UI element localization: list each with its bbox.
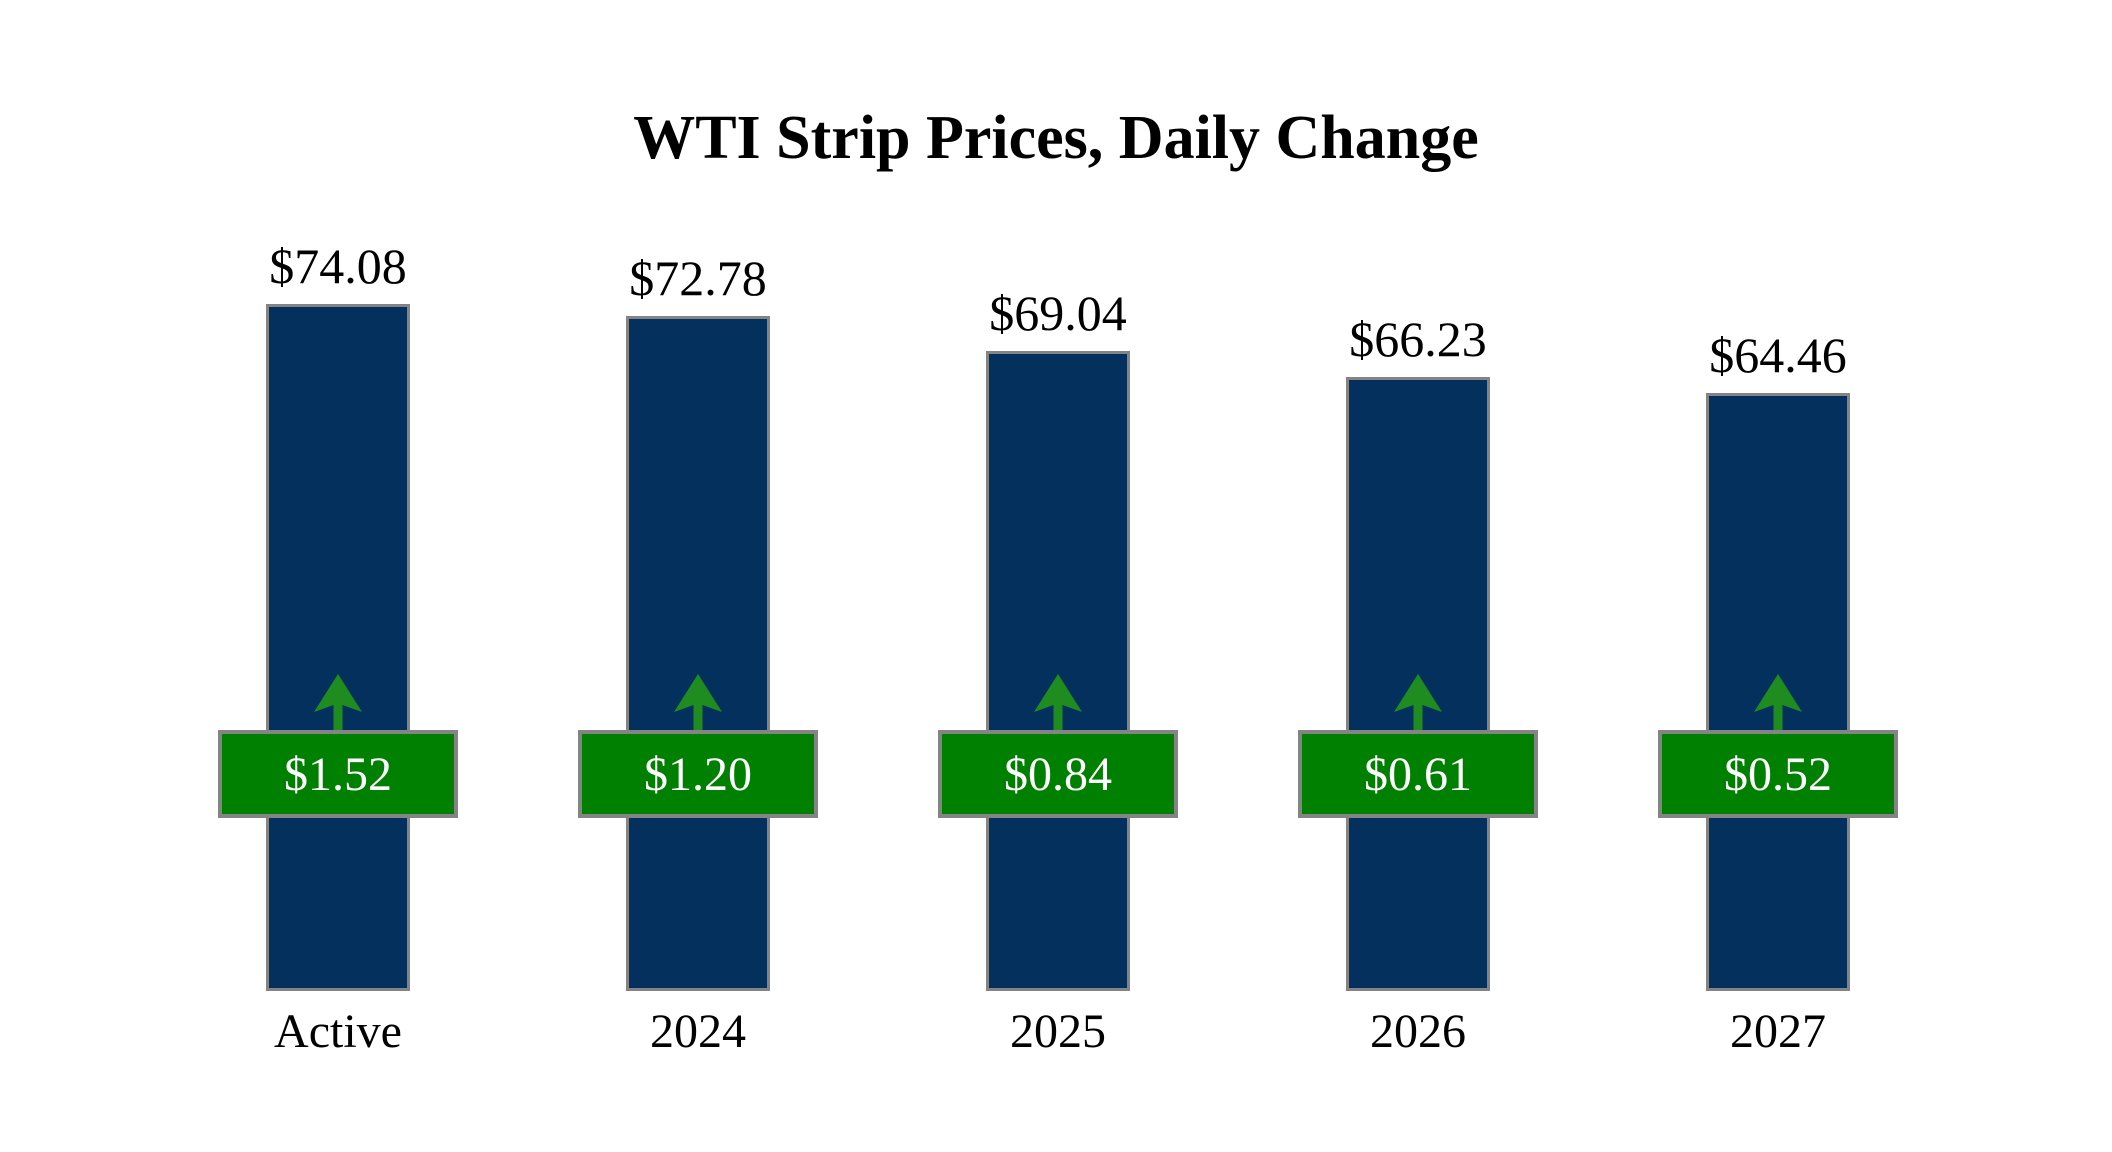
category-label: 2026 [1370,1005,1466,1058]
category-label: Active [274,1005,402,1058]
price-bar [1346,377,1490,991]
change-label: $1.52 [284,747,392,801]
change-badge: $0.61 [1298,730,1538,818]
price-label: $66.23 [1349,311,1487,368]
change-label: $0.84 [1004,747,1112,801]
arrow-up-icon [1034,674,1082,736]
chart-title: WTI Strip Prices, Daily Change [633,104,1479,172]
change-label: $0.61 [1364,747,1472,801]
change-badge: $0.52 [1658,730,1898,818]
change-badge: $1.52 [218,730,458,818]
arrow-up-icon [314,674,362,736]
arrow-up-icon [1754,674,1802,736]
price-label: $72.78 [629,250,767,307]
arrow-up-icon [674,674,722,736]
price-label: $74.08 [269,238,407,295]
price-bar [626,316,770,991]
change-badge: $1.20 [578,730,818,818]
change-label: $1.20 [644,747,752,801]
change-badge: $0.84 [938,730,1178,818]
price-bar [986,350,1130,991]
price-label: $64.46 [1709,327,1847,384]
category-label: 2025 [1010,1005,1106,1058]
category-label: 2027 [1730,1005,1826,1058]
change-label: $0.52 [1724,747,1832,801]
price-bar [266,304,410,991]
arrow-up-icon [1394,674,1442,736]
category-label: 2024 [650,1005,746,1058]
price-label: $69.04 [989,284,1127,341]
